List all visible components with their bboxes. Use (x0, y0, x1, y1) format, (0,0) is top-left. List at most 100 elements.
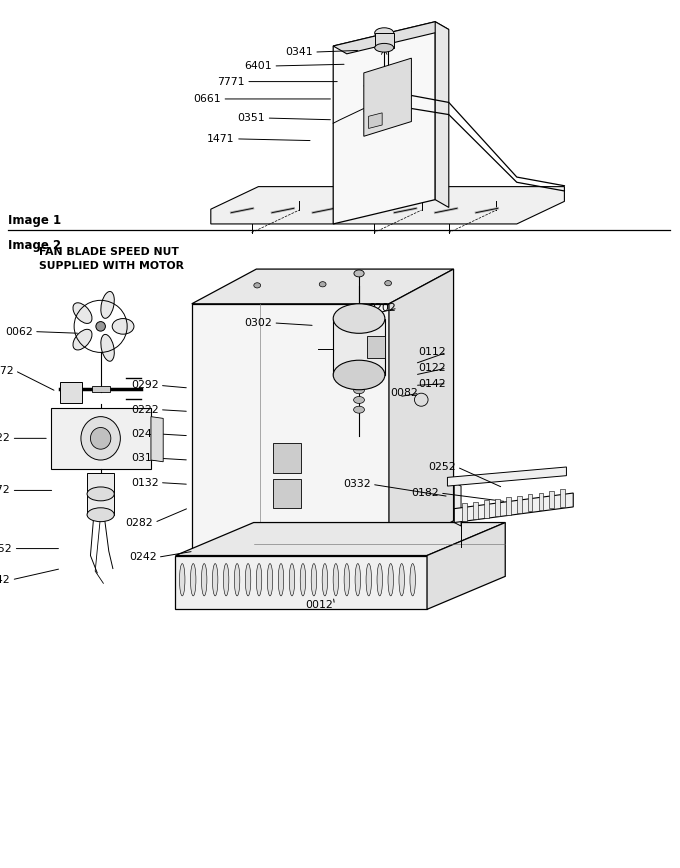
Polygon shape (364, 58, 411, 136)
Ellipse shape (256, 563, 262, 595)
Text: 0341: 0341 (285, 47, 313, 57)
Ellipse shape (101, 334, 114, 361)
FancyBboxPatch shape (506, 497, 511, 515)
Text: 0062: 0062 (5, 326, 33, 337)
Ellipse shape (333, 360, 385, 390)
Text: FAN BLADE SPEED NUT
SUPPLIED WITH MOTOR: FAN BLADE SPEED NUT SUPPLIED WITH MOTOR (39, 247, 184, 271)
Polygon shape (369, 113, 382, 128)
Ellipse shape (235, 563, 240, 595)
Ellipse shape (267, 563, 273, 595)
FancyBboxPatch shape (549, 491, 554, 509)
Ellipse shape (333, 304, 385, 333)
Ellipse shape (354, 387, 364, 394)
FancyBboxPatch shape (560, 490, 565, 507)
FancyBboxPatch shape (539, 492, 543, 510)
Ellipse shape (87, 487, 114, 501)
Ellipse shape (354, 397, 364, 404)
Text: 6401: 6401 (244, 61, 272, 71)
Text: 0182: 0182 (411, 488, 439, 498)
Polygon shape (447, 467, 566, 486)
Text: 0112: 0112 (418, 347, 445, 358)
FancyBboxPatch shape (517, 496, 522, 513)
Text: 7771: 7771 (218, 76, 245, 87)
Text: 0152: 0152 (0, 543, 12, 554)
Text: 0302: 0302 (244, 318, 272, 328)
FancyBboxPatch shape (473, 502, 478, 519)
Text: 0661: 0661 (193, 94, 221, 104)
Ellipse shape (73, 303, 92, 324)
Ellipse shape (245, 563, 251, 595)
Text: 0272: 0272 (0, 365, 14, 376)
Ellipse shape (354, 377, 364, 384)
Ellipse shape (375, 43, 394, 52)
Text: 0252: 0252 (428, 462, 456, 472)
Polygon shape (454, 493, 573, 523)
Text: 0172: 0172 (0, 485, 10, 496)
Text: 0142: 0142 (418, 378, 445, 389)
Ellipse shape (320, 281, 326, 287)
Text: 0332: 0332 (343, 479, 371, 490)
Polygon shape (51, 408, 151, 469)
Text: 0222: 0222 (131, 404, 158, 415)
Text: 0351: 0351 (237, 113, 265, 123)
Ellipse shape (333, 563, 339, 595)
Ellipse shape (322, 563, 328, 595)
Polygon shape (211, 187, 564, 224)
Ellipse shape (90, 428, 111, 450)
Polygon shape (92, 386, 110, 392)
Text: 0022: 0022 (0, 433, 10, 444)
Ellipse shape (254, 283, 260, 288)
Text: 1471: 1471 (207, 134, 235, 144)
Text: 0282: 0282 (125, 517, 153, 528)
Polygon shape (151, 417, 163, 462)
Ellipse shape (355, 563, 360, 595)
Ellipse shape (87, 508, 114, 522)
Ellipse shape (101, 292, 114, 319)
Text: 0292: 0292 (131, 380, 158, 391)
Text: Image 2: Image 2 (8, 239, 61, 252)
Ellipse shape (366, 563, 371, 595)
Text: 0202: 0202 (369, 303, 396, 313)
Ellipse shape (278, 563, 284, 595)
Ellipse shape (388, 563, 394, 595)
Polygon shape (192, 269, 454, 304)
Text: 0082: 0082 (390, 388, 418, 398)
Polygon shape (175, 523, 505, 556)
Text: 0242: 0242 (131, 429, 158, 439)
Text: 0012: 0012 (305, 600, 333, 610)
Ellipse shape (96, 322, 105, 332)
Text: 0132: 0132 (131, 477, 158, 488)
Text: 0312: 0312 (131, 453, 158, 464)
Polygon shape (435, 22, 449, 207)
Text: 0242: 0242 (0, 575, 10, 585)
Bar (375, 33, 394, 48)
Ellipse shape (112, 319, 134, 334)
FancyBboxPatch shape (462, 503, 467, 521)
Polygon shape (389, 269, 454, 556)
Polygon shape (454, 483, 461, 526)
Ellipse shape (399, 563, 405, 595)
Text: 0122: 0122 (418, 363, 445, 373)
Ellipse shape (212, 563, 218, 595)
FancyBboxPatch shape (528, 494, 532, 511)
Ellipse shape (201, 563, 207, 595)
Ellipse shape (300, 563, 306, 595)
Ellipse shape (354, 270, 364, 277)
Polygon shape (192, 304, 389, 556)
Polygon shape (87, 473, 114, 515)
FancyBboxPatch shape (495, 499, 500, 516)
Ellipse shape (354, 406, 364, 413)
Polygon shape (60, 382, 82, 403)
Polygon shape (367, 336, 385, 358)
Ellipse shape (180, 563, 185, 595)
Ellipse shape (375, 28, 394, 38)
Ellipse shape (73, 329, 92, 350)
Polygon shape (333, 22, 449, 54)
Text: Image 1: Image 1 (8, 214, 61, 227)
Ellipse shape (344, 563, 350, 595)
Polygon shape (333, 22, 435, 224)
Text: 0242: 0242 (129, 552, 156, 562)
Polygon shape (427, 523, 505, 609)
Ellipse shape (377, 563, 382, 595)
FancyBboxPatch shape (484, 500, 489, 517)
